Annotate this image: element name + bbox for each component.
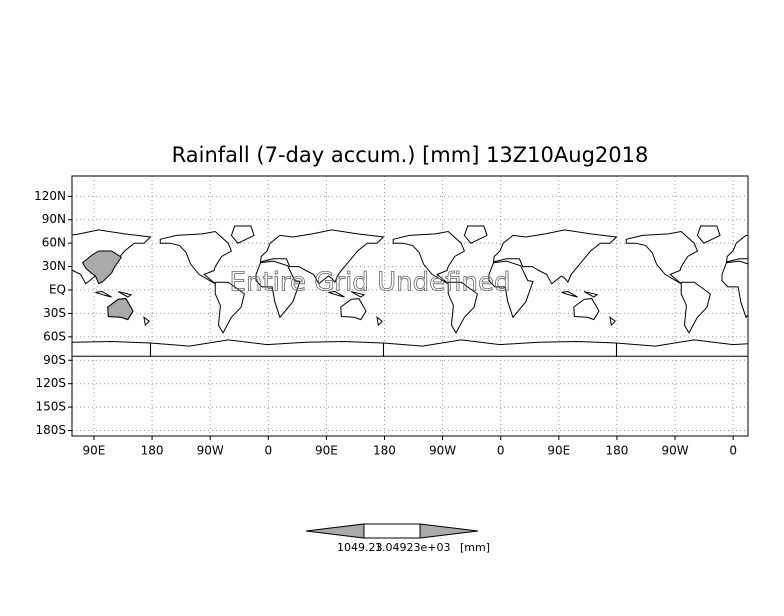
x-tick-label: 90E <box>547 444 570 458</box>
map-land <box>72 225 748 357</box>
chart-title: Rainfall (7-day accum.) [mm] 13Z10Aug201… <box>172 143 649 167</box>
x-tick-label: 90E <box>83 444 106 458</box>
x-tick-label: 90W <box>429 444 456 458</box>
colorbar-left <box>305 523 365 539</box>
colorbar-mid <box>363 523 421 539</box>
y-tick-label: 150S <box>35 400 66 414</box>
plot-frame <box>71 175 749 437</box>
x-tick-label: 180 <box>373 444 396 458</box>
x-tick-label: 0 <box>497 444 505 458</box>
y-tick-label: 30S <box>43 306 66 320</box>
colorbar-label: 1049.23 <box>337 541 383 554</box>
colorbar-right <box>419 523 479 539</box>
x-tick-label: 180 <box>605 444 628 458</box>
y-tick-label: 120S <box>35 376 66 390</box>
x-tick-label: 180 <box>141 444 164 458</box>
y-tick-label: 30N <box>42 259 66 273</box>
y-tick-label: 60S <box>43 329 66 343</box>
x-tick-label: 0 <box>264 444 272 458</box>
y-tick-label: EQ <box>49 282 66 296</box>
colorbar-label: 1.04923e+03 <box>375 541 450 554</box>
x-tick-label: 90W <box>661 444 688 458</box>
colorbar-unit: [mm] <box>460 541 490 554</box>
y-tick-label: 120N <box>34 189 66 203</box>
x-tick-label: 90E <box>315 444 338 458</box>
y-tick-label: 90S <box>43 353 66 367</box>
plot-area <box>72 176 748 436</box>
x-tick-label: 90W <box>197 444 224 458</box>
y-tick-label: 60N <box>42 236 66 250</box>
y-tick-label: 90N <box>42 212 66 226</box>
y-tick-label: 180S <box>35 423 66 437</box>
undefined-watermark: Entire Grid Undefined <box>230 268 511 298</box>
x-tick-label: 0 <box>729 444 737 458</box>
